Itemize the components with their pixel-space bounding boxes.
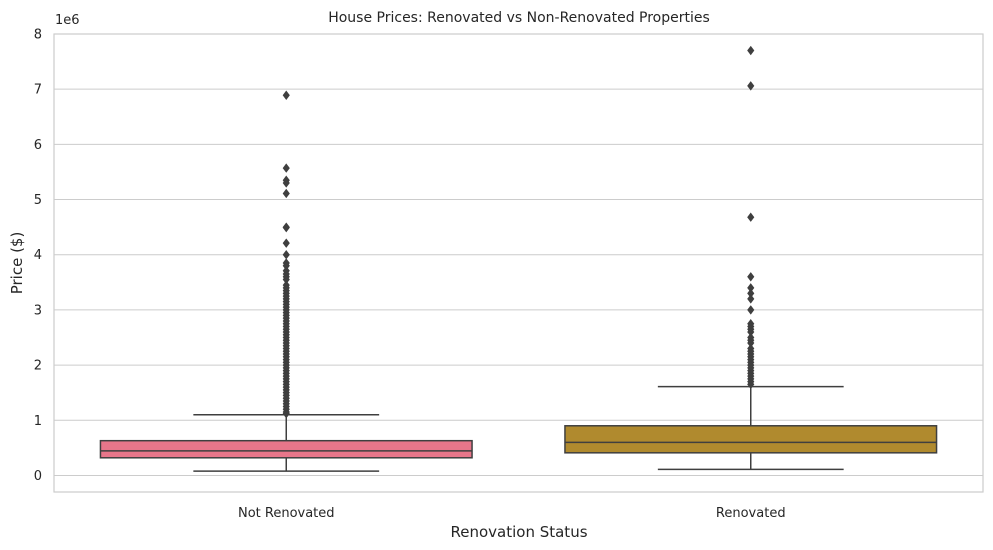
- outlier-point: [282, 250, 290, 260]
- outlier-point: [282, 90, 290, 100]
- outlier-point: [747, 45, 755, 56]
- y-axis-label: Price ($): [8, 232, 26, 295]
- chart-title: House Prices: Renovated vs Non-Renovated…: [328, 10, 710, 26]
- outlier-point: [747, 81, 755, 91]
- x-tick-label: Not Renovated: [238, 506, 335, 521]
- outlier-point: [282, 408, 290, 419]
- outlier-point: [747, 212, 755, 222]
- y-tick-label: 5: [34, 193, 42, 208]
- outlier-point: [747, 305, 755, 315]
- plot-frame: [53, 33, 984, 493]
- outlier-point: [282, 222, 290, 233]
- outlier-point: [747, 294, 755, 304]
- outlier-point: [282, 188, 290, 199]
- y-tick-label: 0: [34, 469, 42, 484]
- x-axis-label: Renovation Status: [450, 523, 587, 541]
- y-tick-label: 4: [34, 248, 42, 263]
- y-tick-label: 7: [34, 83, 42, 98]
- x-tick-label: Renovated: [716, 506, 786, 521]
- box-iqr: [564, 425, 938, 454]
- outlier-point: [747, 272, 755, 282]
- outlier-point: [747, 379, 755, 390]
- y-tick-label: 6: [34, 138, 42, 153]
- box-iqr: [99, 439, 473, 459]
- y-tick-label: 1: [34, 414, 42, 429]
- y-tick-label: 2: [34, 359, 42, 374]
- plot-area: 0 1 2 3 4 5 6 7 8 Not Renovated Renovated: [34, 28, 984, 521]
- outlier-point: [282, 178, 290, 188]
- outlier-point: [282, 163, 290, 173]
- y-tick-label: 3: [34, 303, 42, 318]
- y-axis-offset-label: 1e6: [55, 13, 80, 28]
- y-tick-label: 8: [34, 28, 42, 43]
- outlier-point: [282, 238, 290, 248]
